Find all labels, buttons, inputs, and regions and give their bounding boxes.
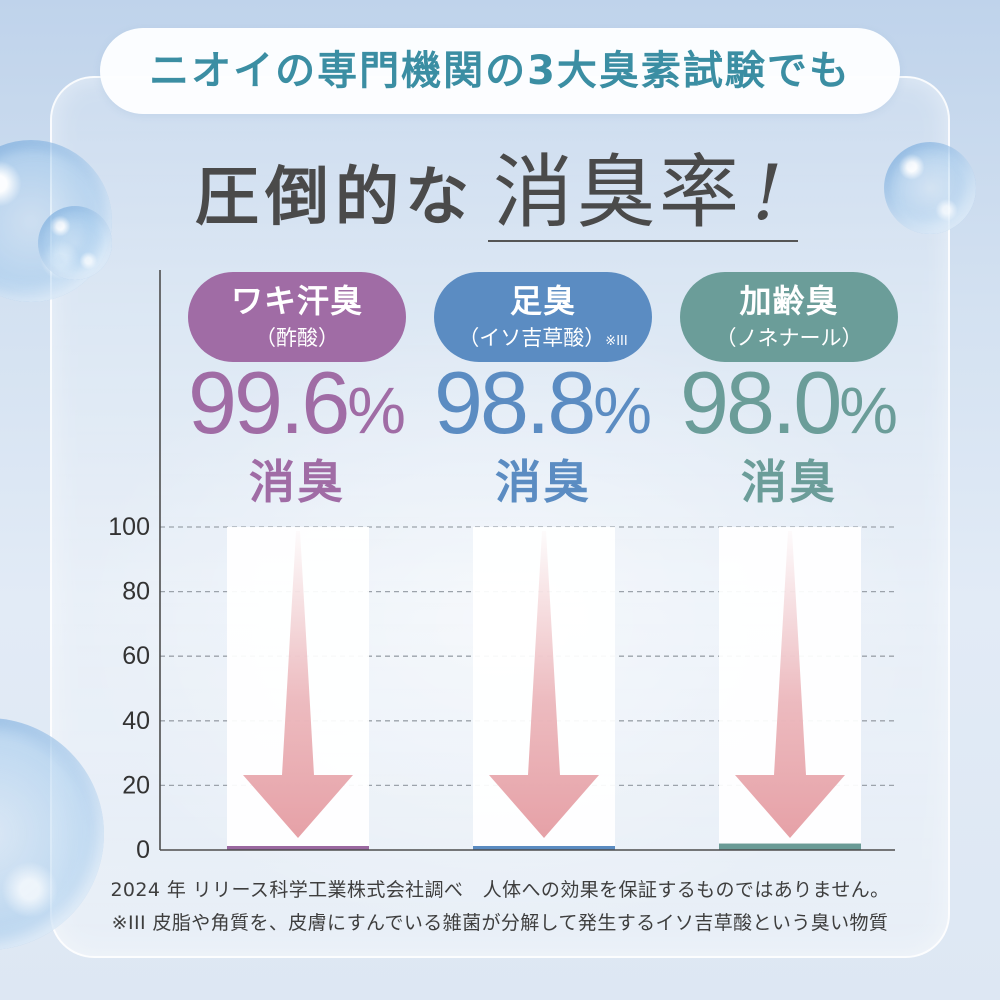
compound-name: （イソ吉草酸） — [458, 326, 606, 350]
deodorization-rate: 98.8% — [420, 358, 666, 448]
category-name: 加齢臭 — [739, 282, 839, 320]
headline-underline — [488, 240, 798, 242]
headline-emphasis: 消臭率 — [493, 146, 742, 239]
category-column: 加齢臭 （ノネナール） 98.0% 消臭 — [666, 270, 912, 510]
category-name: 足臭 — [509, 282, 576, 320]
rate-number: 98.0 — [680, 353, 842, 452]
category-column: 足臭 （イソ吉草酸）※III 98.8% 消臭 — [420, 270, 666, 510]
category-column: ワキ汗臭 （酢酸） 99.6% 消臭 — [174, 270, 420, 510]
banner-text: ニオイの専門機関の3大臭素試験でも — [149, 48, 851, 94]
rate-unit: % — [347, 373, 406, 447]
deodorization-rate: 99.6% — [174, 358, 420, 448]
category-pill: ワキ汗臭 （酢酸） — [188, 272, 406, 362]
rate-number: 98.8 — [434, 353, 596, 452]
footnote-definition: ※III 皮脂や角質を、皮膚にすんでいる雑菌が分解して発生するイソ吉草酸という臭… — [111, 912, 889, 934]
category-compound: （イソ吉草酸）※III — [434, 324, 652, 356]
rate-unit: % — [593, 373, 652, 447]
rate-caption: 消臭 — [495, 455, 591, 509]
down-arrow-icon — [489, 531, 599, 838]
category-compound: （ノネナール） — [680, 324, 898, 352]
headline-lead: 圧倒的な — [195, 161, 475, 235]
rate-caption: 消臭 — [249, 455, 345, 509]
down-arrow-icon — [243, 531, 353, 838]
bar-after-2 — [473, 846, 615, 850]
footnote-source: 2024 年 リリース科学工業株式会社調べ 人体への効果を保証するものではありま… — [110, 879, 890, 901]
footnote-mark: ※III — [605, 334, 628, 349]
y-tick-label: 20 — [122, 771, 150, 799]
rate-unit: % — [839, 373, 898, 447]
y-tick-label: 60 — [122, 642, 150, 670]
y-tick-label: 0 — [136, 836, 150, 864]
rate-number: 99.6 — [188, 353, 350, 452]
down-arrow-icon — [735, 531, 845, 838]
water-bubble — [884, 142, 976, 234]
top-banner: ニオイの専門機関の3大臭素試験でも — [100, 28, 900, 114]
compound-name: （酢酸） — [255, 326, 339, 350]
bars — [227, 527, 861, 850]
y-tick-label: 40 — [122, 707, 150, 735]
water-bubble — [38, 206, 112, 280]
bar-after-1 — [227, 846, 369, 850]
deodorization-rate: 98.0% — [666, 358, 912, 448]
compound-name: （ノネナール） — [715, 326, 863, 350]
y-tick-label: 80 — [122, 578, 150, 606]
footnotes: 2024 年 リリース科学工業株式会社調べ 人体への効果を保証するものではありま… — [0, 874, 1000, 940]
bar-after-3 — [719, 843, 861, 850]
axes: 100 80 60 40 20 0 — [108, 270, 895, 864]
headline-exclamation: ! — [752, 148, 783, 237]
category-pill: 足臭 （イソ吉草酸）※III — [434, 272, 652, 362]
rate-caption: 消臭 — [741, 455, 837, 509]
category-pill: 加齢臭 （ノネナール） — [680, 272, 898, 362]
category-name: ワキ汗臭 — [230, 282, 363, 320]
category-compound: （酢酸） — [188, 324, 406, 352]
y-tick-label: 100 — [108, 513, 150, 541]
